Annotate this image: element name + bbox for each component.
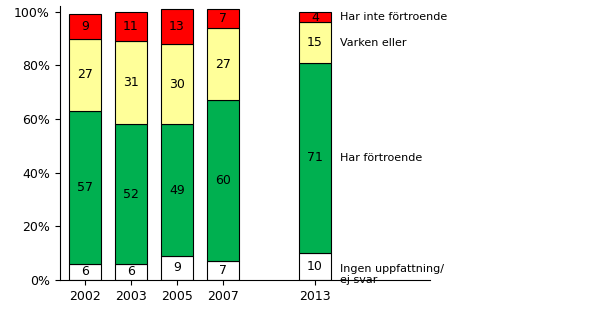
Bar <box>207 100 239 261</box>
Text: 7: 7 <box>219 12 227 25</box>
Text: Har inte förtroende: Har inte förtroende <box>340 12 447 22</box>
Text: 9: 9 <box>173 261 181 274</box>
Bar <box>69 111 101 264</box>
Bar <box>161 44 193 124</box>
Bar <box>207 28 239 100</box>
Bar <box>69 14 101 38</box>
Bar <box>207 261 239 280</box>
Bar <box>298 253 331 280</box>
Bar <box>69 264 101 280</box>
Bar <box>298 23 331 63</box>
Bar <box>298 12 331 23</box>
Text: 10: 10 <box>307 260 323 273</box>
Text: 30: 30 <box>169 78 185 91</box>
Text: 71: 71 <box>307 151 323 164</box>
Bar <box>115 124 147 264</box>
Text: Ingen uppfattning/
ej svar: Ingen uppfattning/ ej svar <box>340 264 444 285</box>
Bar <box>115 264 147 280</box>
Bar <box>207 9 239 28</box>
Text: 6: 6 <box>81 265 89 278</box>
Bar <box>161 124 193 256</box>
Text: 52: 52 <box>123 188 139 201</box>
Text: 49: 49 <box>169 183 185 197</box>
Text: 11: 11 <box>123 20 139 33</box>
Text: Har förtroende: Har förtroende <box>340 153 423 163</box>
Text: 4: 4 <box>311 10 319 24</box>
Text: 60: 60 <box>215 174 231 187</box>
Text: 31: 31 <box>123 76 139 89</box>
Text: 7: 7 <box>219 264 227 277</box>
Bar <box>69 38 101 111</box>
Text: 13: 13 <box>169 20 185 33</box>
Bar <box>161 256 193 280</box>
Text: 27: 27 <box>215 58 231 71</box>
Text: 9: 9 <box>81 20 89 33</box>
Text: Varken eller: Varken eller <box>340 38 407 48</box>
Bar <box>161 9 193 44</box>
Text: 15: 15 <box>307 36 323 49</box>
Bar <box>115 12 147 41</box>
Bar <box>115 41 147 124</box>
Text: 27: 27 <box>77 68 93 81</box>
Text: 57: 57 <box>77 181 93 194</box>
Bar <box>298 63 331 253</box>
Text: 6: 6 <box>127 265 135 278</box>
